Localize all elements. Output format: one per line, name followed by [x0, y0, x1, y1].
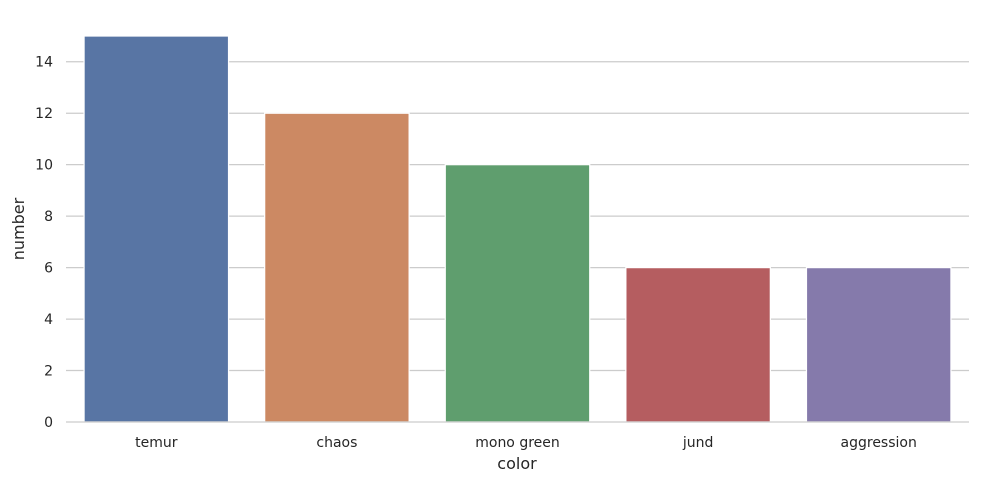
bars [83, 35, 952, 423]
x-tick-label: chaos [316, 435, 357, 451]
x-tick-label: aggression [841, 435, 917, 451]
labels: color number 0 2 4 6 8 10 12 14 temur chaos mono g… [9, 55, 917, 473]
y-tick-label: 10 [35, 158, 53, 174]
y-tick-label: 8 [44, 209, 53, 225]
x-tick-label: mono green [475, 435, 560, 451]
y-tick-label: 2 [44, 364, 53, 380]
x-tick-label: jund [682, 435, 714, 451]
y-tick-label: 0 [44, 415, 53, 431]
y-tick-label: 14 [35, 55, 53, 71]
bar-temur [83, 35, 230, 423]
y-tick-label: 12 [35, 106, 53, 122]
y-tick-label: 6 [44, 261, 53, 277]
y-axis-label: number [9, 197, 28, 260]
bar-aggression [805, 266, 952, 423]
bar-jund [625, 266, 771, 423]
x-axis-label: color [497, 454, 537, 473]
x-tick-label: temur [135, 435, 178, 451]
y-tick-label: 4 [44, 312, 53, 328]
bar-mono-green [444, 164, 591, 423]
bar-chaos [264, 112, 410, 423]
